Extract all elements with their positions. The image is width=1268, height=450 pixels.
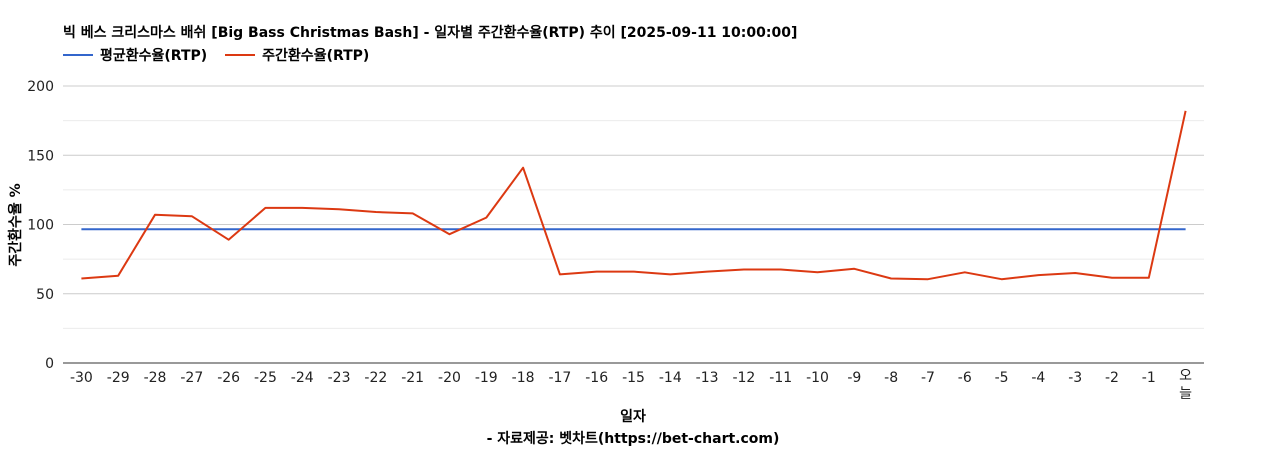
legend-swatch-weekly xyxy=(225,54,256,56)
data-source-credit: - 자료제공: 벳차트(https://bet-chart.com) xyxy=(486,431,780,447)
x-tick-label: -25 xyxy=(254,370,277,386)
x-tick-label: -1 xyxy=(1142,370,1156,386)
y-tick-labels: 0 50 100 150 200 xyxy=(27,79,54,372)
x-tick-label: -28 xyxy=(144,370,167,386)
legend-item-average[interactable]: 평균환수율(RTP) xyxy=(63,45,207,65)
weekly-rtp-line xyxy=(81,110,1187,281)
chart-title: 빅 베스 크리스마스 배쉬 [Big Bass Christmas Bash] … xyxy=(63,25,798,41)
x-tick-label: -12 xyxy=(732,370,755,386)
x-tick-label: -21 xyxy=(401,370,424,386)
x-tick-label: -9 xyxy=(847,370,861,386)
x-tick-label: -5 xyxy=(995,370,1009,386)
x-tick-label: -13 xyxy=(696,370,719,386)
x-tick-label: -15 xyxy=(622,370,645,386)
grid-layer xyxy=(63,85,1204,329)
x-tick-label: -20 xyxy=(438,370,461,386)
x-tick-label: -7 xyxy=(921,370,935,386)
x-tick-label: -26 xyxy=(217,370,240,386)
x-tick-label: -6 xyxy=(958,370,972,386)
x-tick-label: -23 xyxy=(328,370,351,386)
series-layer xyxy=(81,110,1187,281)
x-tick-label: -24 xyxy=(291,370,314,386)
y-tick-label: 200 xyxy=(27,79,54,95)
legend-item-weekly[interactable]: 주간환수율(RTP) xyxy=(225,45,369,65)
legend-label-weekly: 주간환수율(RTP) xyxy=(262,48,370,64)
x-tick-label: -10 xyxy=(806,370,829,386)
x-tick-label: -27 xyxy=(180,370,203,386)
x-tick-label: -4 xyxy=(1031,370,1045,386)
y-tick-label: 0 xyxy=(45,356,54,372)
x-tick-label: -17 xyxy=(548,370,571,386)
legend-label-average: 평균환수율(RTP) xyxy=(100,48,208,64)
x-tick-labels: -30 -29 -28 -27 -26 -25 -24 -23 -22 -21 -20 -19 -18-… xyxy=(70,368,1192,402)
x-tick-label: -30 xyxy=(70,370,93,386)
x-tick-label: -18 xyxy=(512,370,535,386)
y-tick-label: 50 xyxy=(36,287,54,303)
x-tick-label: -29 xyxy=(107,370,130,386)
y-tick-label: 100 xyxy=(27,218,54,234)
x-tick-label: -8 xyxy=(884,370,898,386)
y-tick-label: 150 xyxy=(27,148,54,164)
x-tick-label: -22 xyxy=(364,370,387,386)
x-tick-label: -2 xyxy=(1105,370,1119,386)
x-tick-label: -14 xyxy=(659,370,682,386)
chart-legend: 평균환수율(RTP) 주간환수율(RTP) xyxy=(63,46,387,64)
legend-swatch-average xyxy=(63,54,93,56)
x-tick-label: -19 xyxy=(475,370,498,386)
x-tick-label: -3 xyxy=(1068,370,1082,386)
x-tick-label: -11 xyxy=(769,370,792,386)
x-tick-label: -16 xyxy=(585,370,608,386)
x-axis-title: 일자 xyxy=(620,409,646,425)
y-axis-title: 주간환수율 % xyxy=(8,183,24,267)
